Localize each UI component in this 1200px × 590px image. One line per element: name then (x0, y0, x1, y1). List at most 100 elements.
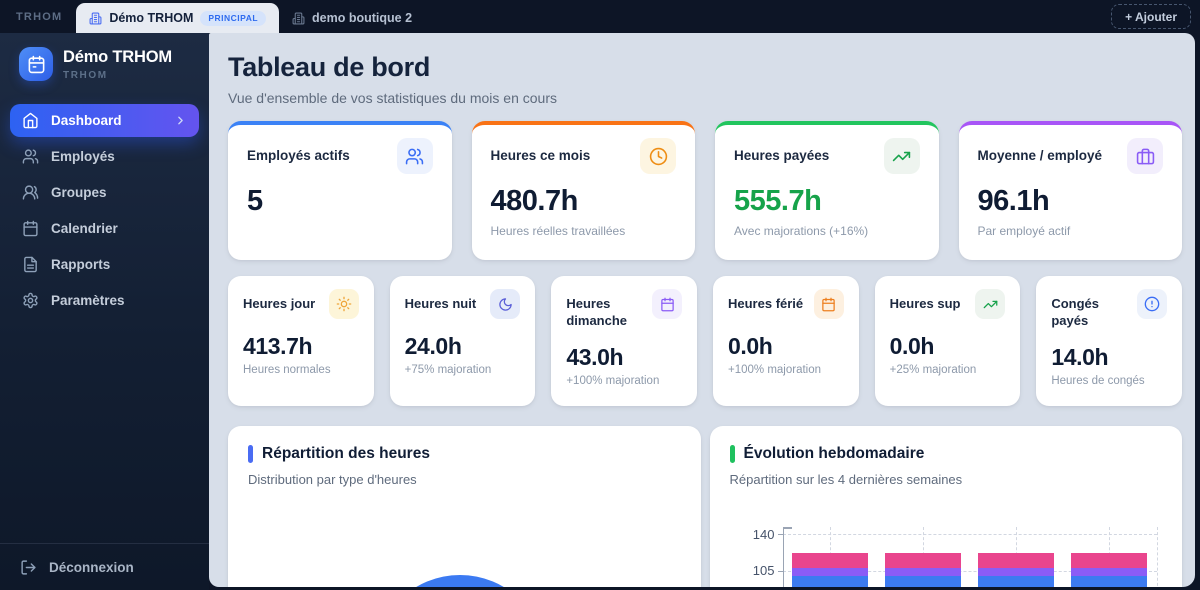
card-employes-actifs: Employés actifs 5 (228, 121, 452, 260)
alert-circle-icon (1137, 289, 1167, 319)
calendar-icon (652, 289, 682, 319)
calendar-icon (22, 220, 39, 237)
card-value: 480.7h (490, 185, 579, 217)
card-heures-nuit: Heures nuit 24.0h +75% majoration (389, 276, 536, 406)
card-subtitle: Heures de congés (1051, 374, 1145, 387)
home-icon (22, 112, 39, 129)
card-value: 413.7h (243, 333, 313, 359)
briefcase-icon (1127, 138, 1163, 174)
add-workspace-button[interactable]: + Ajouter (1111, 4, 1191, 29)
card-conges-payes: Congés payés 14.0h Heures de congés (1036, 276, 1182, 406)
users-icon (396, 138, 433, 174)
sidebar: Démo TRHOM TRHOM Dashboard (0, 33, 209, 590)
card-subtitle: +100% majoration (566, 374, 660, 387)
card-value: 0.0h (889, 333, 935, 359)
card-value: 5 (247, 185, 263, 217)
card-title: Heures sup (889, 296, 961, 311)
building-icon (292, 12, 305, 25)
card-title: Moyenne / employé (977, 148, 1103, 163)
chart-title: Répartition des heures (262, 445, 430, 462)
sidebar-item-label: Groupes (51, 185, 107, 200)
calendar-logo-icon (19, 47, 53, 81)
chevron-right-icon (174, 114, 187, 127)
card-value: 0.0h (728, 333, 773, 359)
card-heures-dimanche: Heures dimanche 43.0h +100% majoration (551, 276, 697, 406)
sidebar-item-dashboard[interactable]: Dashboard (10, 104, 199, 137)
trending-up-icon (883, 138, 920, 174)
sidebar-item-label: Dashboard (51, 113, 122, 128)
card-title: Heures payées (734, 148, 830, 163)
sidebar-item-parametres[interactable]: Paramètres (10, 284, 199, 317)
sidebar-nav: Dashboard Employés Groupes (0, 95, 209, 326)
card-subtitle: Heures réelles travaillées (490, 224, 626, 238)
charts-row: Répartition des heures Distribution par … (228, 426, 1182, 587)
card-title: Congés payés (1051, 296, 1099, 328)
tab-demo-trhom[interactable]: Démo TRHOM PRINCIPAL (76, 3, 280, 33)
weekly-evolution-card: Évolution hebdomadaire Répartition sur l… (709, 426, 1183, 587)
org-subname: TRHOM (63, 69, 108, 81)
pie-chart (374, 575, 546, 587)
moon-icon (490, 289, 521, 319)
users-icon (22, 148, 39, 165)
logout-icon (20, 559, 37, 576)
card-value: 14.0h (1051, 343, 1109, 370)
calendar-icon (813, 289, 844, 319)
card-heures-ce-mois: Heures ce mois 480.7h Heures réelles tra… (471, 121, 695, 260)
card-value: 24.0h (404, 333, 462, 359)
card-subtitle: Par employé actif (977, 224, 1071, 238)
weekly-bar-chart: 140 105 (710, 426, 1183, 587)
chart-subtitle: Répartition sur les 4 dernières semaines (729, 472, 963, 487)
card-value: 43.0h (566, 343, 624, 370)
principal-badge: PRINCIPAL (200, 10, 267, 26)
accent-bar (729, 445, 735, 463)
main-content: Tableau de bord Vue d'ensemble de vos st… (209, 33, 1195, 587)
card-subtitle: +100% majoration (728, 364, 822, 376)
card-title: Heures ce mois (490, 148, 591, 163)
sidebar-item-label: Employés (51, 149, 115, 164)
page-subtitle: Vue d'ensemble de vos statistiques du mo… (228, 90, 557, 106)
sidebar-item-label: Calendrier (51, 221, 118, 236)
card-title: Heures dimanche (566, 296, 628, 328)
card-value: 96.1h (977, 185, 1050, 217)
card-moyenne-employe: Moyenne / employé 96.1h Par employé acti… (958, 121, 1182, 260)
mini-cards-row: Heures jour 413.7h Heures normales Heure… (228, 276, 1182, 406)
card-heures-ferie: Heures férié 0.0h +100% majoration (713, 276, 859, 406)
sun-icon (328, 289, 359, 319)
sidebar-item-calendrier[interactable]: Calendrier (10, 212, 199, 245)
org-name: Démo TRHOM (63, 47, 172, 66)
sidebar-item-employes[interactable]: Employés (10, 140, 199, 173)
page-title: Tableau de bord (228, 52, 431, 82)
logout-button[interactable]: Déconnexion (0, 543, 209, 590)
tab-demo-boutique-2[interactable]: demo boutique 2 (279, 3, 425, 33)
workspace-tabs: Démo TRHOM PRINCIPAL demo boutique 2 (76, 0, 425, 33)
file-text-icon (22, 256, 39, 273)
card-heures-payees: Heures payées 555.7h Avec majorations (+… (715, 121, 939, 260)
chart-subtitle: Distribution par type d'heures (248, 472, 417, 487)
card-title: Heures férié (728, 296, 804, 311)
org-brand: Démo TRHOM TRHOM (0, 33, 209, 95)
hours-distribution-card: Répartition des heures Distribution par … (228, 426, 701, 587)
card-title: Employés actifs (247, 148, 350, 163)
sidebar-item-groupes[interactable]: Groupes (10, 176, 199, 209)
card-title: Heures jour (243, 296, 316, 311)
app-brand: TRHOM (16, 10, 63, 23)
card-subtitle: +25% majoration (889, 364, 977, 376)
gear-icon (22, 292, 39, 309)
tab-label: Démo TRHOM (109, 11, 194, 25)
sidebar-item-label: Paramètres (51, 293, 125, 308)
top-bar: TRHOM Démo TRHOM PRINCIPAL demo boutique… (0, 0, 1200, 33)
clock-icon (640, 138, 676, 174)
card-subtitle: Heures normales (243, 364, 331, 376)
chart-title: Évolution hebdomadaire (743, 445, 925, 462)
accent-bar (248, 445, 253, 463)
logout-label: Déconnexion (49, 559, 134, 575)
sidebar-item-label: Rapports (51, 257, 111, 272)
card-heures-sup: Heures sup 0.0h +25% majoration (874, 276, 1021, 406)
sidebar-item-rapports[interactable]: Rapports (10, 248, 199, 281)
tab-label: demo boutique 2 (312, 11, 413, 25)
card-subtitle: +75% majoration (404, 364, 492, 376)
building-icon (89, 12, 102, 25)
card-subtitle: Avec majorations (+16%) (734, 224, 869, 238)
card-title: Heures nuit (404, 296, 477, 311)
